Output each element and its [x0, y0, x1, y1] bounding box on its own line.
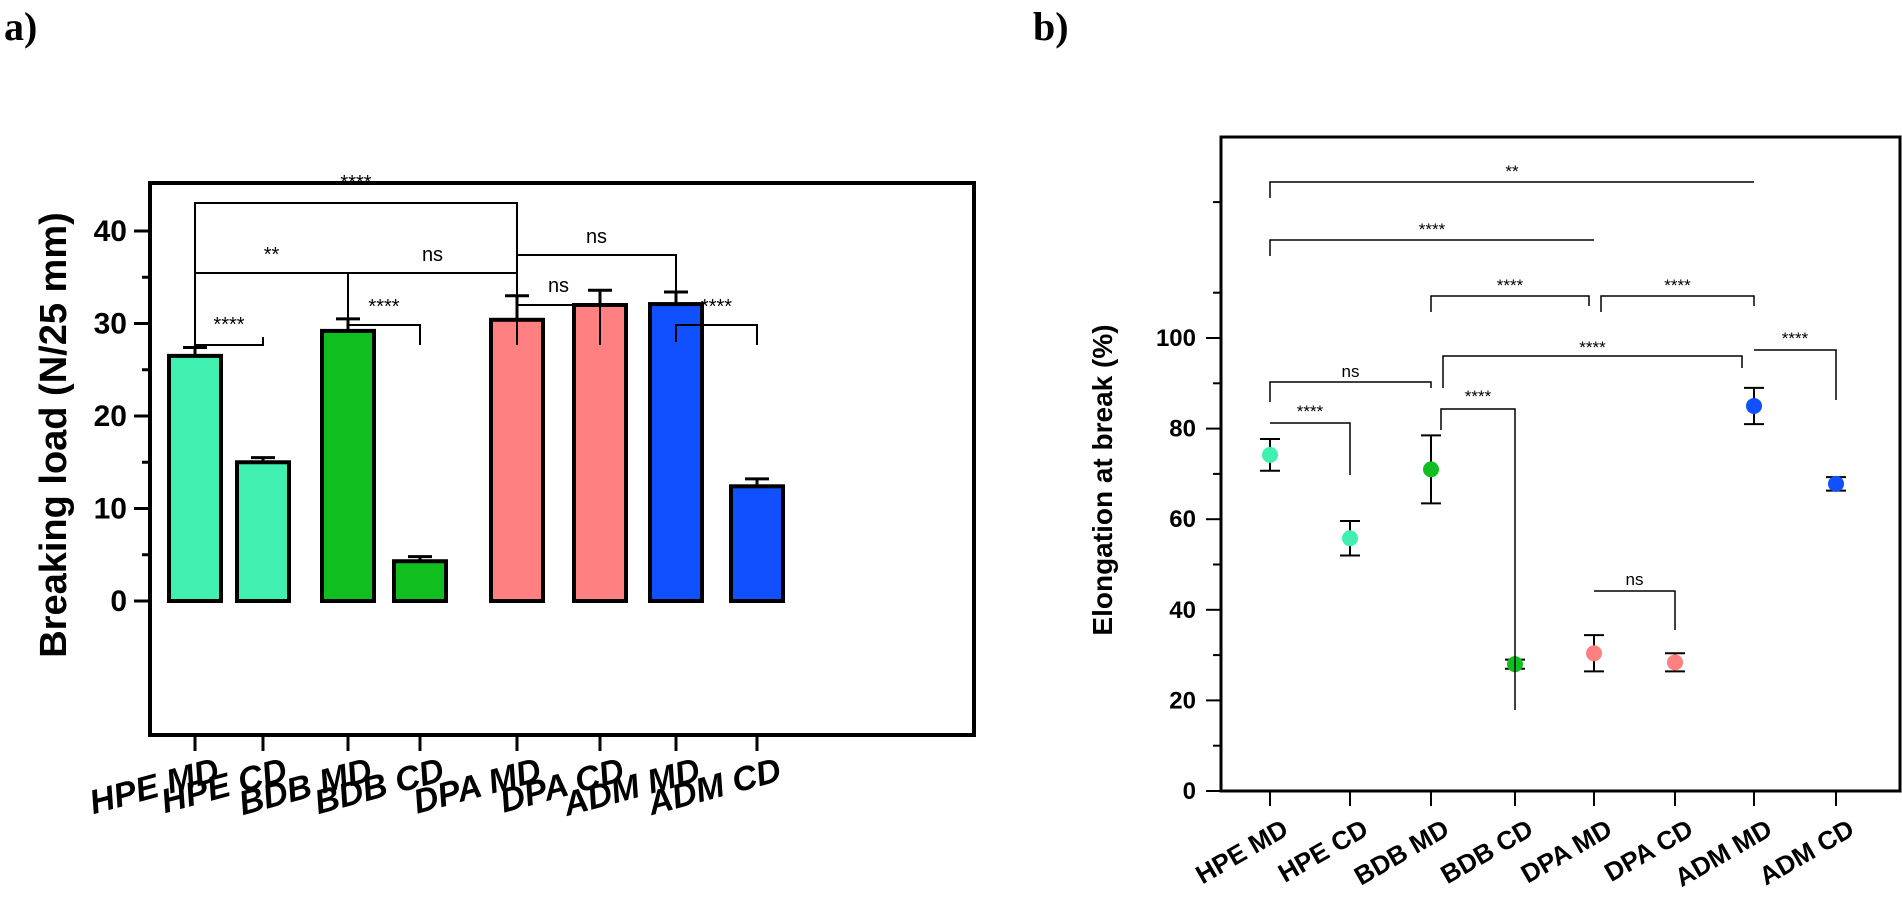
chart-a-bar: [572, 303, 628, 603]
chart-b-significance-bracket: [1754, 349, 1837, 400]
chart-a-significance-label: ****: [213, 314, 244, 336]
chart-a-significance-label: **: [264, 244, 280, 266]
chart-b-plot-frame: [1219, 135, 1902, 793]
chart-b-significance-bracket: [1269, 381, 1432, 402]
chart-b-y-tick-label: 60: [1169, 506, 1196, 533]
chart-a-significance-bracket: [194, 202, 518, 322]
chart-a-y-tick-label: 40: [94, 215, 127, 248]
chart-a-y-axis-title: Breaking load (N/25 mm): [33, 212, 75, 658]
chart-a-significance-label: ns: [548, 275, 569, 297]
chart-b-y-tick-label: 40: [1169, 597, 1196, 624]
chart-b-y-tick-label: 100: [1156, 325, 1196, 352]
chart-a-significance-bracket: [516, 304, 601, 345]
chart-a-plot-frame: [148, 181, 976, 737]
chart-b-data-point: [1667, 654, 1683, 671]
chart-a-significance-label: ns: [586, 226, 607, 248]
chart-a-significance-bracket: [675, 324, 758, 345]
chart-b-significance-bracket: [1269, 239, 1594, 256]
chart-b-category-label: ADM CD: [1754, 813, 1859, 891]
chart-a-bar: [235, 460, 291, 603]
chart-b-significance-label: ****: [1297, 402, 1324, 421]
chart-b-significance-bracket: [1594, 590, 1676, 630]
chart-a-significance-label: ****: [701, 296, 732, 318]
chart-b-significance-label: ****: [1497, 276, 1524, 295]
chart-b-y-tick-label: 0: [1183, 778, 1196, 805]
chart-a-bar: [392, 559, 448, 603]
chart-b-significance-bracket: [1442, 355, 1743, 388]
chart-b-significance-bracket: [1269, 181, 1754, 198]
chart-b-data-point: [1262, 446, 1278, 463]
chart-a-y-tick-label: 30: [94, 308, 127, 341]
chart-b-data-point: [1586, 645, 1602, 662]
chart-a-significance-label: ns: [422, 244, 443, 266]
chart-b-category-label: HPE MD: [1190, 813, 1293, 890]
chart-b-significance-bracket: [1430, 295, 1590, 312]
chart-b-significance-label: **: [1505, 162, 1519, 181]
chart-a-y-tick-label: 20: [94, 400, 127, 433]
chart-b-data-point: [1423, 461, 1439, 478]
chart-a-bar: [648, 302, 704, 603]
chart-a-bar: [320, 328, 376, 603]
chart-a-significance-bracket: [347, 320, 421, 345]
chart-b-elongation: Elongation at break (%) 0 20 40 60 80 100 HPE …: [1087, 135, 1902, 893]
chart-a-y-tick-label: 10: [94, 493, 127, 526]
chart-b-category-label: BDB CD: [1435, 813, 1538, 890]
chart-a-significance-label: ****: [368, 296, 399, 318]
chart-b-data-point: [1342, 530, 1358, 547]
chart-b-significance-label: ****: [1579, 338, 1606, 357]
chart-a-bar: [167, 353, 223, 603]
chart-b-significance-label: ****: [1782, 329, 1809, 348]
chart-b-data-point: [1828, 475, 1844, 492]
chart-a-bar: [489, 317, 545, 603]
chart-b-significance-label: ns: [1342, 362, 1360, 381]
chart-b-y-axis-title: Elongation at break (%): [1087, 324, 1118, 635]
chart-a-bar: [729, 484, 785, 603]
chart-b-data-point: [1746, 397, 1762, 414]
chart-b-category-label: DPA MD: [1516, 813, 1617, 889]
chart-b-significance-label: ****: [1419, 220, 1446, 239]
chart-b-significance-label: ns: [1626, 570, 1644, 589]
chart-b-significance-label: ****: [1664, 276, 1691, 295]
chart-b-y-tick-label: 20: [1169, 687, 1196, 714]
chart-b-significance-bracket: [1270, 422, 1351, 475]
chart-a-y-tick-label: 0: [110, 585, 127, 618]
chart-b-y-tick-label: 80: [1169, 416, 1196, 443]
panel-label-b: b): [1033, 4, 1069, 49]
chart-b-significance-bracket: [1440, 408, 1516, 710]
chart-a-significance-label: ****: [340, 172, 371, 194]
chart-b-significance-label: ****: [1465, 387, 1492, 406]
chart-b-significance-bracket: [1600, 295, 1755, 312]
panel-label-a: a): [4, 4, 37, 49]
